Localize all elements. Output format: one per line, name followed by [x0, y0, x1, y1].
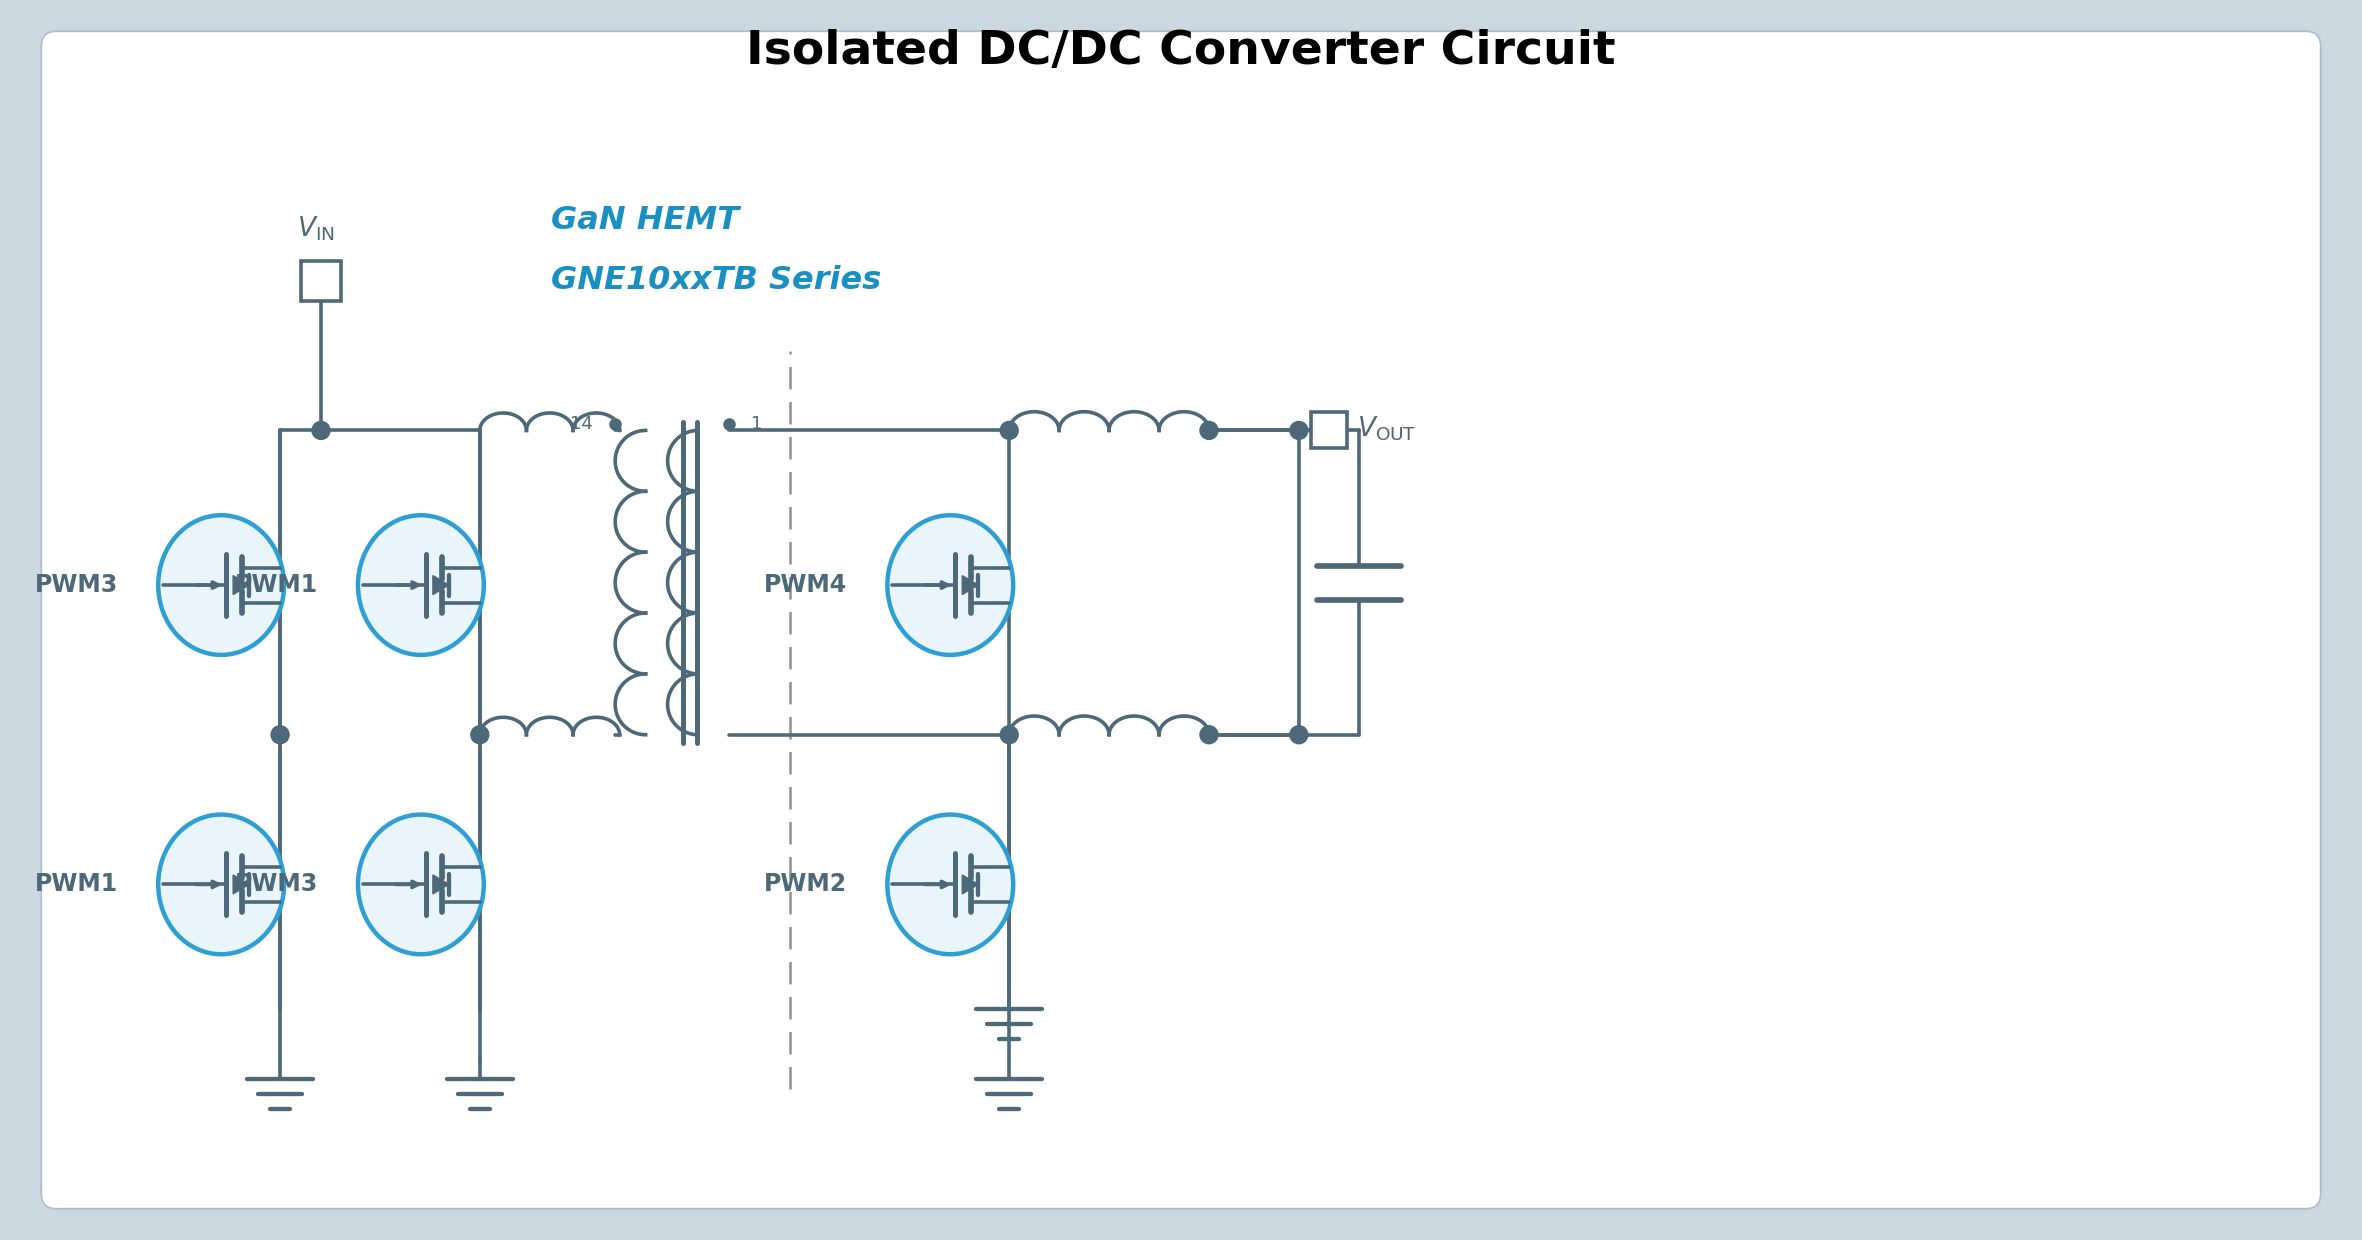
Circle shape: [999, 422, 1018, 439]
Ellipse shape: [888, 815, 1013, 955]
Polygon shape: [234, 575, 248, 594]
Circle shape: [272, 725, 288, 744]
Circle shape: [312, 422, 331, 439]
Circle shape: [1290, 725, 1309, 744]
Polygon shape: [961, 575, 978, 594]
Bar: [1311, 413, 1346, 449]
Ellipse shape: [888, 516, 1013, 655]
Text: GNE10xxTB Series: GNE10xxTB Series: [550, 265, 881, 296]
Text: $V_{\mathrm{IN}}$: $V_{\mathrm{IN}}$: [298, 215, 335, 243]
Text: GaN HEMT: GaN HEMT: [550, 206, 739, 237]
Text: $V_{\mathrm{OUT}}$: $V_{\mathrm{OUT}}$: [1356, 414, 1415, 443]
Polygon shape: [432, 875, 449, 894]
Polygon shape: [961, 875, 978, 894]
Ellipse shape: [359, 516, 484, 655]
Circle shape: [1290, 422, 1309, 439]
Text: PWM4: PWM4: [765, 573, 848, 598]
Text: Isolated DC/DC Converter Circuit: Isolated DC/DC Converter Circuit: [746, 29, 1616, 73]
Circle shape: [1200, 422, 1219, 439]
Circle shape: [999, 725, 1018, 744]
Text: 14: 14: [569, 415, 593, 434]
Bar: [300, 260, 340, 301]
Polygon shape: [432, 575, 449, 594]
Text: PWM1: PWM1: [234, 573, 319, 598]
Circle shape: [470, 725, 489, 744]
Ellipse shape: [359, 815, 484, 955]
Text: PWM3: PWM3: [234, 873, 319, 897]
FancyBboxPatch shape: [43, 31, 2319, 1209]
Ellipse shape: [158, 815, 283, 955]
Polygon shape: [234, 875, 248, 894]
Text: PWM3: PWM3: [35, 573, 118, 598]
Text: PWM2: PWM2: [765, 873, 848, 897]
Text: 1: 1: [751, 415, 763, 434]
Text: PWM1: PWM1: [35, 873, 118, 897]
Circle shape: [1200, 725, 1219, 744]
Ellipse shape: [158, 516, 283, 655]
